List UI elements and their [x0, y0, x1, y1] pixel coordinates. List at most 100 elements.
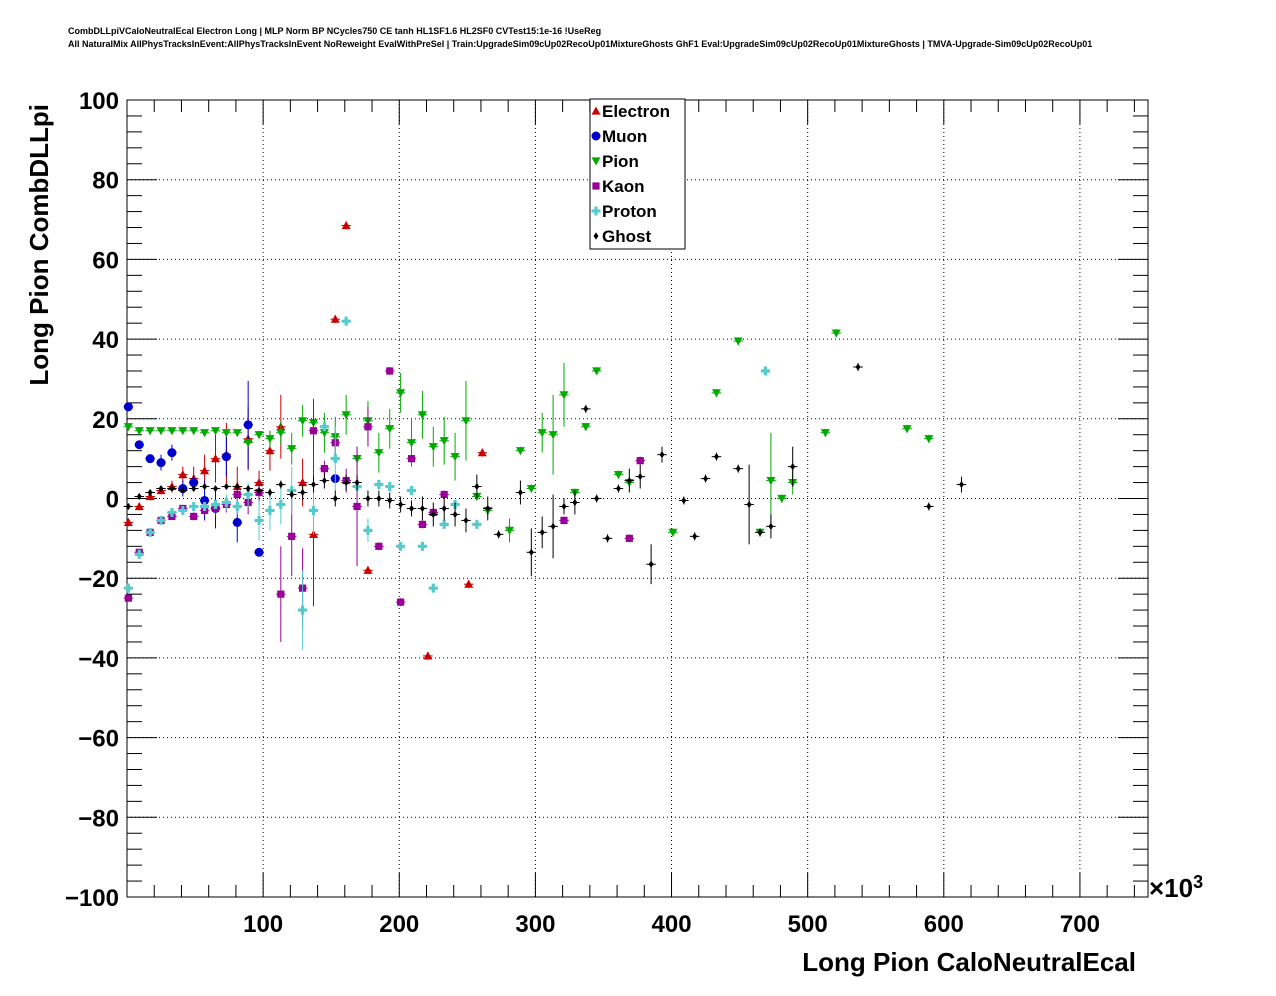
data-point-proton: [341, 316, 351, 326]
y-tick-label: −60: [78, 726, 119, 753]
data-point-muon: [189, 478, 199, 488]
data-point-pion: [515, 447, 525, 456]
legend-label-muon: Muon: [602, 127, 647, 146]
x-axis-exponent-base: ×10: [1149, 873, 1193, 903]
y-tick-label: 100: [79, 88, 119, 115]
data-point-kaon: [353, 502, 361, 511]
data-point-kaon: [397, 598, 405, 606]
data-point-ghost: [245, 484, 251, 493]
data-point-ghost: [561, 502, 567, 511]
data-point-proton: [210, 499, 220, 509]
x-tick-label: 700: [1060, 911, 1100, 938]
data-point-pion: [221, 429, 231, 438]
data-point-kaon: [440, 490, 448, 499]
data-point-proton: [265, 505, 275, 515]
data-point-ghost: [136, 492, 142, 501]
data-point-proton: [439, 519, 449, 529]
data-point-proton: [123, 583, 133, 593]
legend-label-ghost: Ghost: [602, 227, 651, 246]
x-tick-label: 400: [652, 911, 692, 938]
data-point-ghost: [202, 482, 208, 491]
data-point-pion: [581, 423, 591, 432]
data-point-proton: [276, 499, 286, 509]
y-tick-label: −100: [65, 885, 119, 912]
data-point-pion: [537, 429, 547, 438]
data-point-pion: [167, 427, 177, 436]
y-tick-label: −40: [78, 646, 119, 673]
data-point-ghost: [430, 510, 436, 519]
data-point-pion: [766, 476, 776, 486]
data-point-pion: [287, 445, 297, 454]
data-point-proton: [145, 527, 155, 537]
data-point-electron: [298, 478, 308, 487]
data-point-ghost: [234, 482, 240, 491]
data-point-ghost: [321, 476, 327, 485]
x-tick-label: 600: [924, 911, 964, 938]
data-point-kaon: [625, 534, 633, 542]
data-point-electron: [200, 466, 210, 475]
data-point-ghost: [648, 560, 654, 568]
data-point-ghost: [550, 522, 556, 530]
data-point-ghost: [605, 534, 611, 542]
data-point-proton: [760, 366, 770, 376]
data-point-pion: [613, 470, 623, 480]
data-point-ghost: [289, 490, 295, 499]
data-point-pion: [428, 443, 438, 452]
data-point-pion: [439, 437, 449, 446]
data-point-muon: [167, 448, 177, 458]
data-point-kaon: [407, 455, 416, 463]
data-point-ghost: [474, 482, 480, 491]
data-point-ghost: [659, 451, 665, 459]
data-point-kaon: [320, 465, 328, 473]
data-point-ghost: [213, 484, 218, 493]
data-point-pion: [396, 389, 406, 398]
data-point-pion: [559, 391, 569, 400]
y-tick-label: −20: [78, 566, 119, 593]
data-point-ghost: [626, 476, 632, 485]
data-point-ghost: [692, 532, 698, 540]
series-ghost: [123, 363, 967, 585]
data-point-kaon: [560, 516, 568, 525]
data-point-proton: [330, 454, 340, 464]
data-point-ghost: [757, 528, 763, 536]
data-point-pion: [254, 431, 264, 440]
data-point-pion: [276, 429, 286, 438]
data-point-ghost: [311, 480, 316, 489]
data-point-proton: [243, 490, 253, 500]
data-point-proton: [309, 505, 319, 515]
data-point-proton: [189, 501, 199, 511]
data-point-kaon: [288, 532, 296, 540]
data-point-pion: [341, 411, 351, 420]
data-point-ghost: [365, 494, 371, 503]
data-point-pion: [461, 417, 471, 426]
data-point-kaon: [124, 594, 132, 602]
y-tick-label: 20: [92, 407, 119, 434]
data-point-ghost: [790, 463, 796, 471]
data-point-proton: [319, 422, 329, 432]
x-tick-label: 500: [788, 911, 828, 938]
data-point-kaon: [375, 542, 383, 550]
data-point-pion: [668, 528, 678, 537]
data-point-pion: [902, 425, 912, 434]
legend-label-proton: Proton: [602, 202, 657, 221]
data-point-muon: [200, 495, 210, 505]
data-point-ghost: [485, 504, 491, 513]
data-point-pion: [924, 435, 934, 444]
data-point-pion: [820, 429, 830, 438]
data-point-ghost: [398, 500, 404, 509]
data-point-muon: [232, 517, 242, 527]
data-point-pion: [407, 439, 417, 448]
data-point-electron: [423, 651, 433, 660]
data-point-electron: [477, 448, 487, 457]
data-point-proton: [156, 515, 166, 525]
data-point-proton: [363, 525, 373, 535]
data-point-ghost: [256, 486, 262, 495]
data-point-pion: [711, 389, 721, 398]
data-point-ghost: [409, 504, 414, 513]
data-point-electron: [178, 470, 188, 479]
axis-ticks: [127, 99, 1148, 898]
data-point-electron: [330, 314, 340, 323]
data-points: [123, 221, 967, 660]
data-point-pion: [265, 435, 275, 444]
data-point-ghost: [583, 405, 589, 413]
